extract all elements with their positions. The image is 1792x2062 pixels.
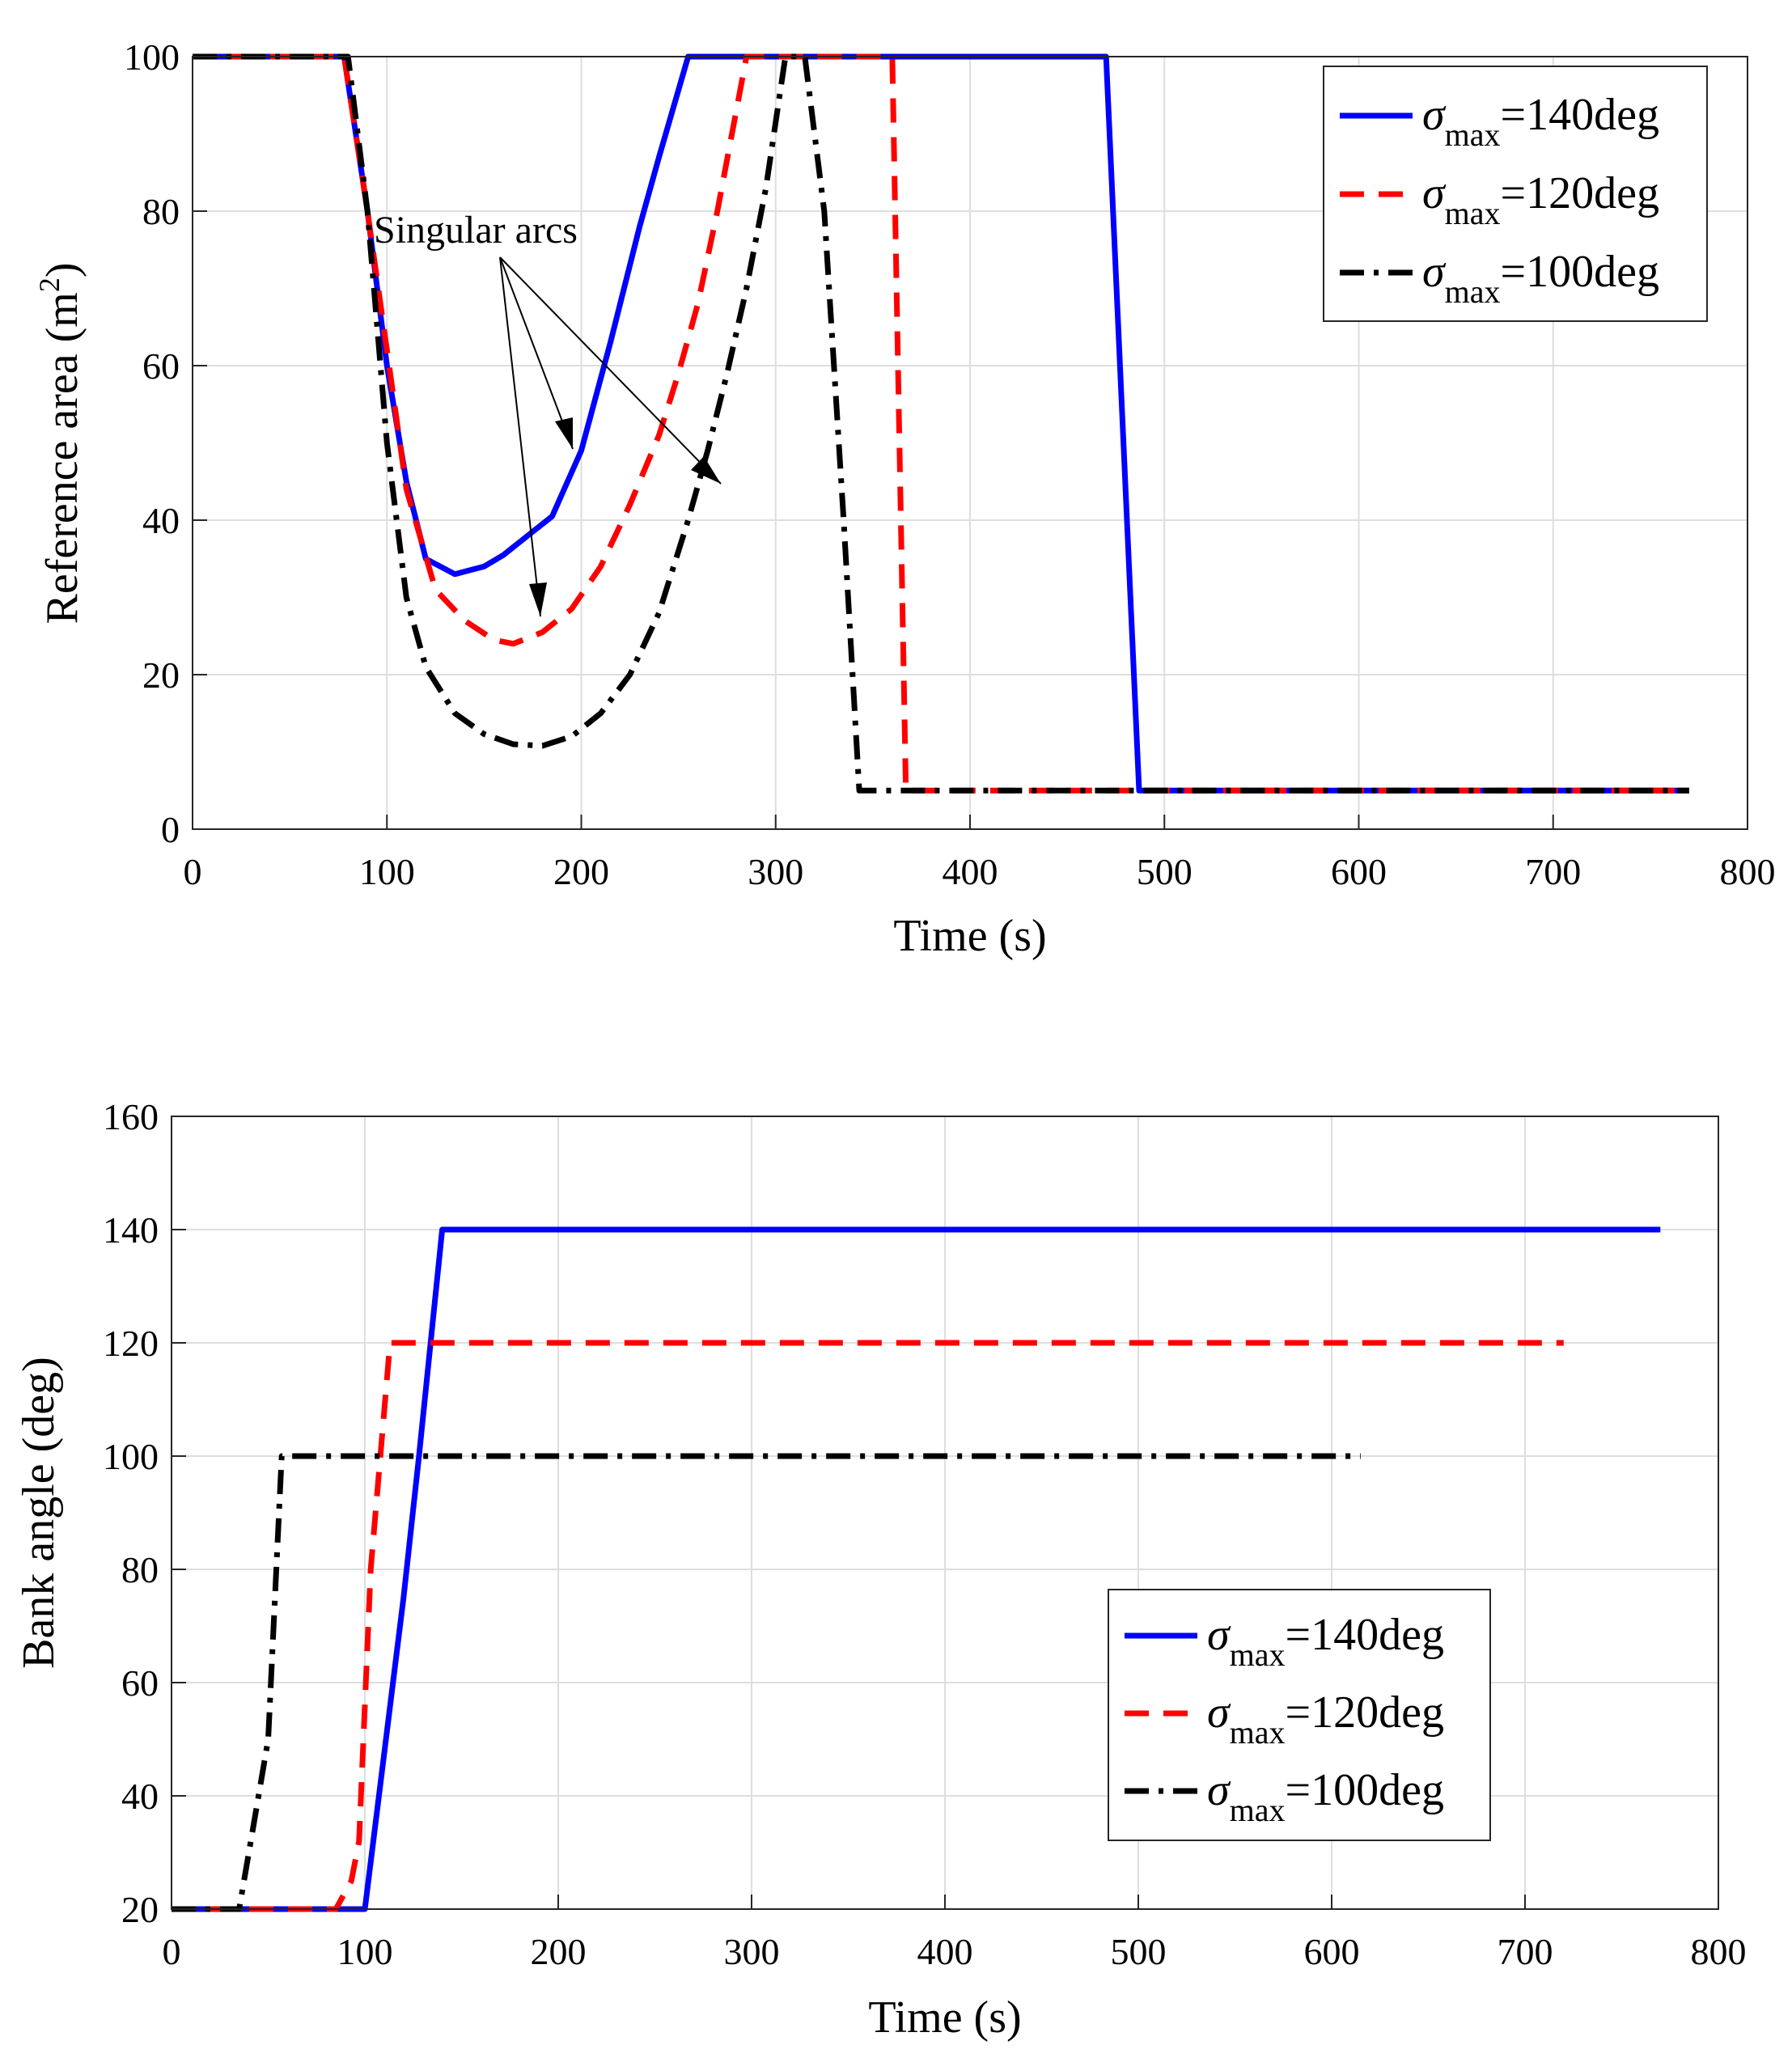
x-tick-label: 0: [163, 1931, 181, 1972]
x-tick-label: 300: [748, 851, 803, 892]
y-tick-labels: 20 40 60 80 100 120 140 160: [103, 1096, 159, 1930]
x-tick-labels: 0 100 200 300 400 500 600 700 800: [184, 851, 1776, 892]
legend-label: σmax=140deg: [1422, 90, 1659, 153]
arrowhead-icon: [529, 582, 547, 616]
x-tick-label: 400: [917, 1931, 973, 1972]
y-tick-label: 80: [142, 191, 180, 232]
legend: σmax=140deg σmax=120deg σmax=100deg: [1323, 66, 1708, 322]
x-axis-label: Time (s): [868, 1992, 1021, 2043]
x-tick-label: 800: [1691, 1931, 1747, 1972]
annotation-arrow-line: [499, 256, 722, 485]
y-tick-label: 100: [103, 1436, 159, 1477]
legend-label: σmax=140deg: [1207, 1610, 1444, 1673]
y-tick-label: 140: [103, 1209, 159, 1251]
x-tick-label: 200: [531, 1931, 587, 1972]
x-tick-label: 700: [1498, 1931, 1553, 1972]
y-tick-label: 60: [142, 345, 180, 387]
x-tick-label: 400: [943, 851, 998, 892]
y-tick-label: 40: [142, 500, 180, 541]
y-tick-labels: 0 20 40 60 80 100: [124, 36, 180, 850]
arrowhead-icon: [555, 417, 573, 449]
legend-item: σmax=140deg: [1125, 1610, 1444, 1673]
plot-frame: [192, 56, 1748, 830]
reference-area-chart: 0 100 200 300 400 500 600 700 800 0 20 40 60 80 100 T…: [33, 36, 1776, 961]
y-tick-label: 0: [161, 809, 180, 850]
x-tick-label: 600: [1304, 1931, 1360, 1972]
y-tick-label: 40: [121, 1776, 159, 1817]
arrowhead-icon: [691, 456, 721, 484]
legend-label: σmax=120deg: [1422, 168, 1659, 231]
legend-label: σmax=100deg: [1422, 247, 1659, 310]
x-tick-label: 100: [337, 1931, 393, 1972]
x-tick-label: 700: [1525, 851, 1581, 892]
x-tick-labels: 0 100 200 300 400 500 600 700 800: [163, 1931, 1747, 1972]
legend-label: σmax=120deg: [1207, 1687, 1444, 1751]
plot-frame: [171, 1116, 1719, 1910]
y-axis-label: Bank angle (deg): [14, 1357, 64, 1669]
y-axis-label-text: Reference area (m: [37, 292, 87, 624]
y-tick-label: 100: [124, 36, 180, 78]
x-tick-label: 800: [1720, 851, 1776, 892]
y-axis-label-superscript: 2: [33, 277, 66, 292]
y-tick-label: 120: [103, 1323, 159, 1364]
x-tick-label: 600: [1331, 851, 1387, 892]
x-tick-label: 0: [184, 851, 202, 892]
annotation-text: Singular arcs: [374, 209, 578, 252]
legend-item: σmax=140deg: [1340, 90, 1659, 153]
x-tick-label: 500: [1137, 851, 1193, 892]
series-line-2: [193, 53, 1689, 794]
y-tick-label: 80: [121, 1549, 159, 1590]
singular-arcs-annotation: Singular arcs: [374, 209, 722, 617]
legend-item: σmax=100deg: [1125, 1765, 1444, 1828]
annotation-arrow-line: [499, 256, 541, 617]
legend-item: σmax=120deg: [1340, 168, 1659, 231]
x-tick-label: 200: [553, 851, 609, 892]
x-tick-label: 300: [724, 1931, 780, 1972]
x-tick-label: 500: [1111, 1931, 1167, 1972]
x-tick-label: 100: [359, 851, 415, 892]
y-axis-label: Reference area (m2): [33, 262, 87, 624]
legend-label: σmax=100deg: [1207, 1765, 1444, 1828]
legend-item: σmax=120deg: [1125, 1687, 1444, 1751]
y-tick-label: 20: [142, 654, 180, 696]
y-tick-label: 160: [103, 1096, 159, 1137]
y-axis-label-close: ): [37, 262, 87, 277]
x-axis-label: Time (s): [893, 911, 1046, 961]
y-tick-label: 20: [121, 1889, 159, 1930]
y-tick-label: 60: [121, 1662, 159, 1704]
annotation-arrow-line: [499, 256, 574, 450]
legend-item: σmax=100deg: [1340, 247, 1659, 310]
legend: σmax=140deg σmax=120deg σmax=100deg: [1108, 1589, 1491, 1841]
bank-angle-chart: 0 100 200 300 400 500 600 700 800 20 40 60 80 100 120…: [14, 1096, 1747, 2043]
series-line-3: [193, 53, 1689, 794]
